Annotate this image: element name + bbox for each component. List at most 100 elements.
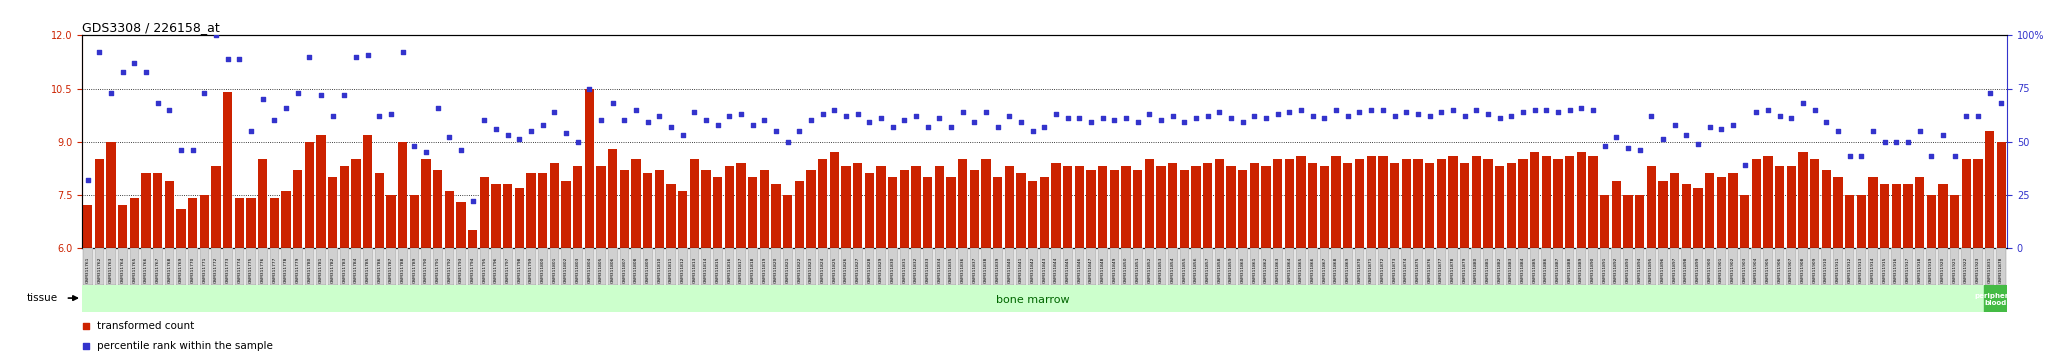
Bar (842, 166, 850, 248)
Point (1542, 109, 1575, 115)
Bar (1751, 248, 1761, 285)
Bar (1681, 184, 1692, 248)
Text: GSM311889: GSM311889 (1579, 257, 1583, 283)
Point (1599, 135, 1632, 140)
Bar (666, 248, 676, 285)
Bar (1937, 184, 1948, 248)
Text: GSM311865: GSM311865 (1298, 257, 1303, 283)
Point (1716, 122, 1749, 127)
Bar (1284, 159, 1294, 248)
Bar (432, 170, 442, 248)
Text: GSM311811: GSM311811 (670, 257, 674, 283)
Text: GSM311837: GSM311837 (973, 257, 977, 283)
Bar (1587, 156, 1597, 248)
Text: GSM311808: GSM311808 (635, 257, 639, 283)
Text: GSM311841: GSM311841 (1020, 257, 1024, 283)
Bar (422, 248, 430, 285)
Bar (1483, 159, 1493, 248)
Bar (1950, 195, 1960, 248)
Text: GSM311909: GSM311909 (1812, 257, 1817, 283)
Point (782, 128, 815, 134)
Point (1694, 124, 1726, 130)
Text: GSM311814: GSM311814 (705, 257, 709, 283)
Bar (621, 170, 629, 248)
Text: GSM311842: GSM311842 (1030, 257, 1034, 283)
Text: GSM311771: GSM311771 (203, 257, 207, 283)
Text: GSM311774: GSM311774 (238, 257, 242, 283)
Bar (1075, 248, 1083, 285)
Point (1962, 113, 1995, 119)
Bar (1669, 248, 1679, 285)
Bar (164, 181, 174, 248)
Bar (1133, 170, 1143, 248)
Point (432, 135, 465, 140)
Text: GSM311788: GSM311788 (401, 257, 406, 283)
Point (713, 113, 745, 119)
Bar (700, 248, 711, 285)
Bar (1552, 248, 1563, 285)
Point (1681, 141, 1714, 147)
Point (911, 124, 944, 130)
Point (1903, 128, 1935, 134)
Bar (1401, 159, 1411, 248)
Text: GSM311885: GSM311885 (1532, 257, 1536, 283)
Bar (1028, 248, 1038, 285)
Bar (1507, 163, 1516, 248)
Text: GSM311863: GSM311863 (1276, 257, 1280, 283)
Bar (504, 184, 512, 248)
Bar (246, 198, 256, 248)
Bar (737, 163, 745, 248)
Bar (410, 195, 420, 248)
Point (352, 52, 385, 57)
Bar (1495, 166, 1503, 248)
Bar (1157, 166, 1165, 248)
Text: GSM311846: GSM311846 (1077, 257, 1081, 283)
Text: GSM311794: GSM311794 (471, 257, 475, 283)
Text: GSM311902: GSM311902 (1731, 257, 1735, 283)
Text: GSM311870: GSM311870 (1358, 257, 1362, 283)
Text: GSM311824: GSM311824 (821, 257, 825, 283)
Bar (877, 166, 887, 248)
Point (1309, 115, 1341, 121)
Bar (795, 248, 805, 285)
Point (1202, 109, 1235, 115)
Bar (1624, 248, 1632, 285)
Bar (422, 159, 430, 248)
Bar (643, 248, 653, 285)
Text: GSM311904: GSM311904 (1755, 257, 1757, 283)
Point (981, 124, 1014, 130)
Bar (1659, 181, 1667, 248)
Bar (1868, 177, 1878, 248)
Point (608, 118, 641, 123)
Text: GSM311783: GSM311783 (342, 257, 346, 283)
Bar (188, 248, 197, 285)
Bar (281, 248, 291, 285)
Point (1845, 154, 1878, 159)
Bar (84, 248, 92, 285)
Text: GSM311789: GSM311789 (412, 257, 416, 283)
Text: GSM311881: GSM311881 (1487, 257, 1489, 283)
Bar (94, 159, 104, 248)
Bar (154, 173, 162, 248)
Bar (1309, 163, 1317, 248)
Text: GSM311920: GSM311920 (1942, 257, 1946, 283)
Bar (1962, 159, 1970, 248)
Text: GSM311840: GSM311840 (1008, 257, 1012, 283)
Text: GSM311810: GSM311810 (657, 257, 662, 283)
Bar (713, 248, 723, 285)
Point (1507, 109, 1540, 115)
Text: GSM311765: GSM311765 (133, 257, 137, 283)
Bar (211, 248, 221, 285)
Text: GSM311785: GSM311785 (367, 257, 371, 283)
Text: GSM311878: GSM311878 (1450, 257, 1454, 283)
Bar (1776, 248, 1784, 285)
Text: GSM311812: GSM311812 (680, 257, 684, 283)
Bar (1915, 177, 1925, 248)
Point (84, 50, 117, 55)
Bar (352, 248, 360, 285)
Point (946, 109, 979, 115)
Bar (1694, 248, 1702, 285)
Bar (864, 248, 874, 285)
Point (1470, 111, 1503, 117)
Point (1296, 113, 1329, 119)
